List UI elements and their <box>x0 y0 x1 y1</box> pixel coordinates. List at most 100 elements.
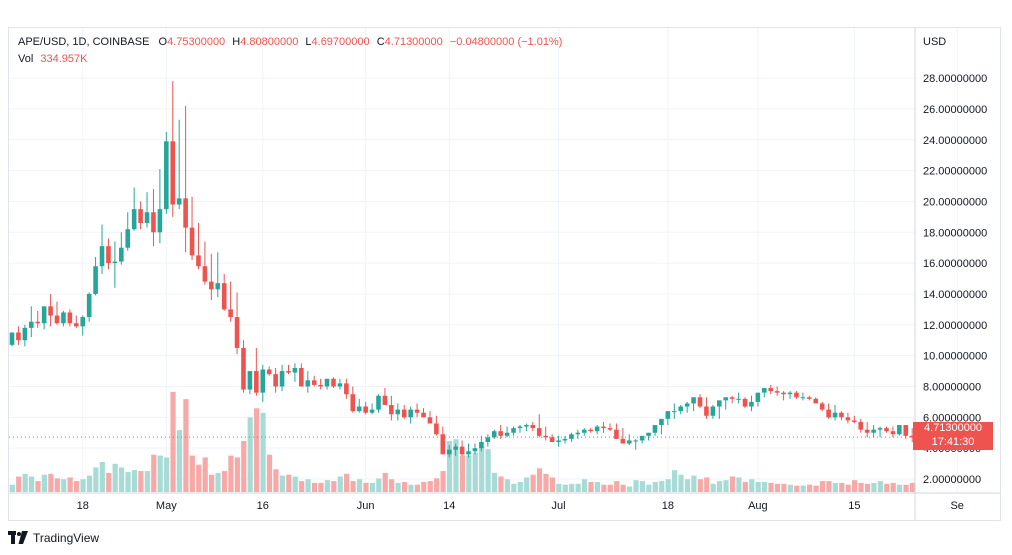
volume-bar <box>466 455 472 492</box>
open-value: 4.75300000 <box>167 36 226 48</box>
candle-body <box>389 404 394 415</box>
candle-body <box>479 441 484 449</box>
volume-bar <box>601 484 607 492</box>
volume-bar <box>67 477 73 492</box>
volume-bar <box>408 484 414 492</box>
volume-bar <box>485 449 491 492</box>
volume-bar <box>581 479 588 492</box>
volume-bar <box>871 482 877 492</box>
volume-bar <box>80 479 86 492</box>
candle-body <box>903 425 909 436</box>
time-tick-label: Aug <box>748 500 768 512</box>
candle-body <box>549 437 555 442</box>
grid <box>9 28 958 493</box>
time-tick-label: May <box>156 500 177 512</box>
candle-body <box>459 446 465 455</box>
candle-body <box>678 406 684 412</box>
volume-bar <box>704 477 710 492</box>
volume-bar <box>369 482 375 492</box>
high-label: H <box>232 36 241 48</box>
volume-bar <box>575 483 581 492</box>
candle-body <box>813 398 819 404</box>
candle-body <box>691 397 696 404</box>
candle-body <box>601 426 606 429</box>
candle-body <box>279 371 285 387</box>
candle-body <box>189 227 195 256</box>
volume-bar <box>813 485 819 492</box>
candle-body <box>254 371 259 393</box>
candle-body <box>710 406 716 416</box>
volume-bar <box>909 482 916 492</box>
candle-body <box>768 388 774 392</box>
candle-body <box>807 397 812 399</box>
candle-body <box>176 198 182 205</box>
volume-bar <box>517 481 523 492</box>
volume-label[interactable]: Vol <box>18 53 34 65</box>
candle-body <box>819 403 825 410</box>
volume-bar <box>691 475 697 492</box>
volume-bar <box>884 483 890 492</box>
volume-bar <box>736 477 742 492</box>
candle-body <box>80 317 86 327</box>
candle-body <box>762 388 767 393</box>
volume-bar <box>472 452 478 492</box>
volume-bar <box>241 441 247 492</box>
candle-body <box>839 412 844 418</box>
volume-bar <box>61 479 67 492</box>
volume-bar <box>832 482 838 492</box>
symbol-legend: APE/USD, 1D, COINBASE O4.75300000 H4.808… <box>18 35 562 49</box>
price-tick-label: 28.00000000 <box>923 73 987 85</box>
brand-name[interactable]: TradingView <box>33 531 100 545</box>
volume-bar <box>620 484 626 492</box>
candlestick-chart[interactable]: 2.000000004.000000006.000000008.00000000… <box>9 28 1000 520</box>
candle-body <box>749 401 754 407</box>
volume-bar <box>549 477 556 492</box>
volume-bar <box>626 486 633 492</box>
candle-body <box>536 428 542 436</box>
candle-body <box>93 266 98 294</box>
time-tick-label: 18 <box>662 500 674 512</box>
candle-body <box>209 281 214 290</box>
volume-bar <box>228 455 234 492</box>
price-tick-label: 14.00000000 <box>923 289 987 301</box>
volume-bar <box>131 470 138 492</box>
candle-body <box>826 409 831 418</box>
volume-bar <box>99 461 105 492</box>
candle-body <box>704 406 709 416</box>
tradingview-logo-icon[interactable] <box>8 531 28 545</box>
candle-body <box>575 432 581 435</box>
price-axis-currency: USD <box>923 36 946 48</box>
price-tick-label: 20.00000000 <box>923 196 987 208</box>
candle-body <box>607 428 613 430</box>
candle-body <box>909 435 915 438</box>
volume-bar <box>607 484 613 492</box>
volume-bar <box>299 481 305 492</box>
candle-body <box>453 446 458 450</box>
change-value: −0.04800000 (−1.01%) <box>449 36 563 48</box>
volume-bar <box>389 479 395 492</box>
price-tick-label: 24.00000000 <box>923 135 987 147</box>
volume-bar <box>491 472 498 492</box>
symbol-title[interactable]: APE/USD, 1D, COINBASE <box>18 36 150 48</box>
candle-body <box>665 411 671 419</box>
volume-bar <box>858 482 864 492</box>
volume-bar <box>794 485 800 492</box>
candle-body <box>170 141 176 205</box>
volume-bar <box>279 475 285 492</box>
volume-bar <box>311 482 318 492</box>
candle-body <box>228 309 233 318</box>
volume-bar <box>176 430 183 492</box>
candle-body <box>234 317 240 348</box>
candle-body <box>376 395 381 410</box>
candle-body <box>588 429 593 432</box>
volume-bar <box>652 481 658 492</box>
volume-bar <box>16 476 22 492</box>
volume-bar <box>774 483 781 492</box>
volume-bar <box>22 473 28 492</box>
price-tick-label: 6.00000000 <box>923 412 981 424</box>
volume-bar <box>742 481 748 492</box>
candle-body <box>440 434 446 455</box>
time-tick-label: 16 <box>257 500 269 512</box>
volume-bars <box>9 391 916 492</box>
candle-body <box>337 383 343 387</box>
